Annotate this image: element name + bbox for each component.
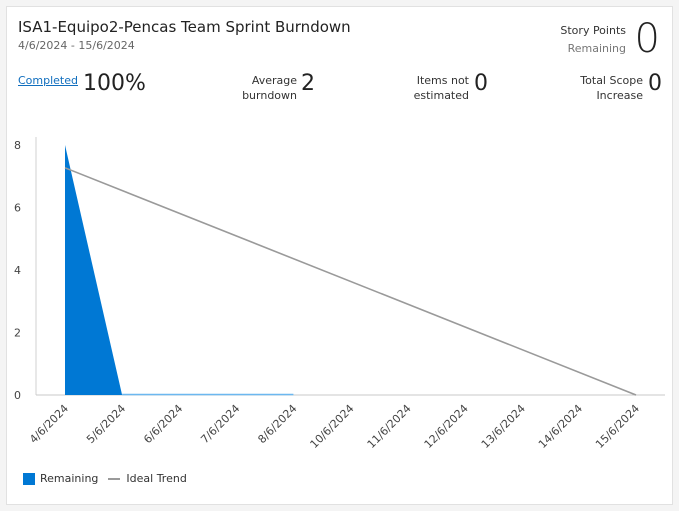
items-not-estimated-label: Items not estimated <box>399 73 469 103</box>
average-burndown-value: 2 <box>301 71 315 96</box>
items-not-line1: Items not <box>416 74 469 87</box>
y-tick-label: 4 <box>14 264 21 277</box>
x-tick-label: 10/6/2024 <box>308 402 357 451</box>
x-tick-label: 7/6/2024 <box>198 402 242 446</box>
x-tick-label: 13/6/2024 <box>479 402 528 451</box>
items-not-line2: estimated <box>413 89 469 102</box>
completed-value: 100% <box>83 71 146 96</box>
story-points-label: Story Points <box>560 24 626 37</box>
y-tick-label: 8 <box>14 139 21 152</box>
y-tick-label: 6 <box>14 202 21 215</box>
y-tick-label: 0 <box>14 389 21 402</box>
x-tick-label: 15/6/2024 <box>593 402 642 451</box>
story-points-remaining-value: 0 <box>634 16 660 62</box>
x-tick-label: 12/6/2024 <box>422 402 471 451</box>
ideal-trend-legend-swatch <box>108 477 121 480</box>
average-burndown-line2: burndown <box>242 89 297 102</box>
total-scope-increase-value: 0 <box>648 71 662 96</box>
sprint-date-range: 4/6/2024 - 15/6/2024 <box>18 39 135 52</box>
remaining-legend-swatch <box>23 472 35 485</box>
average-burndown-label: Average burndown <box>227 73 297 103</box>
x-tick-label: 11/6/2024 <box>365 402 414 451</box>
widget-title: ISA1-Equipo2-Pencas Team Sprint Burndown <box>18 18 351 36</box>
remaining-legend-label: Remaining <box>40 472 99 485</box>
items-not-estimated-value: 0 <box>474 71 488 96</box>
remaining-area <box>65 145 123 395</box>
x-tick-label: 8/6/2024 <box>255 402 299 446</box>
x-tick-label: 5/6/2024 <box>84 402 128 446</box>
burndown-chart: 0 2 4 6 8 4/6/2024 5/6/2024 6/6/2024 7/6/2024 8/6… <box>14 137 665 451</box>
ideal-trend-legend-label: Ideal Trend <box>126 472 187 485</box>
x-tick-label: 4/6/2024 <box>27 402 71 446</box>
scope-line1: Total Scope <box>580 74 643 87</box>
y-tick-label: 2 <box>14 327 21 340</box>
burndown-widget: ISA1-Equipo2-Pencas Team Sprint Burndown… <box>6 6 673 505</box>
remaining-label: Remaining <box>567 42 626 55</box>
chart-legend: Remaining Ideal Trend <box>23 472 187 485</box>
x-tick-label: 14/6/2024 <box>536 402 585 451</box>
scope-line2: Increase <box>596 89 643 102</box>
completed-link[interactable]: Completed <box>18 74 78 87</box>
x-tick-label: 6/6/2024 <box>141 402 185 446</box>
ideal-trend-line <box>64 167 637 396</box>
story-points-remaining-label: Story Points Remaining <box>560 22 626 58</box>
total-scope-increase-label: Total Scope Increase <box>563 73 643 103</box>
average-burndown-line1: Average <box>251 74 297 87</box>
